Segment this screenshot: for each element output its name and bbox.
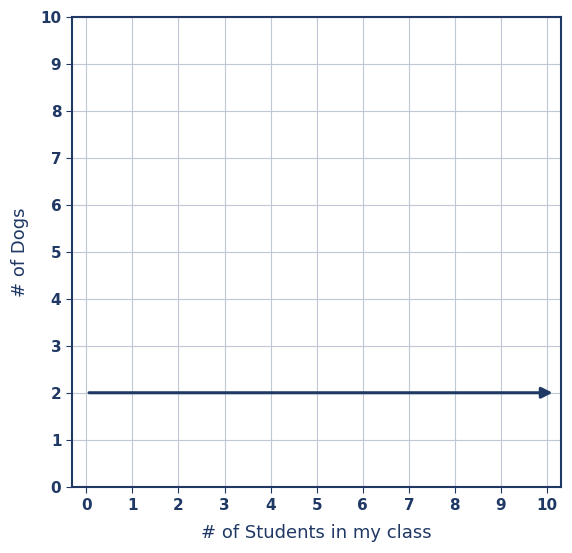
X-axis label: # of Students in my class: # of Students in my class xyxy=(201,524,432,542)
Y-axis label: # of Dogs: # of Dogs xyxy=(11,207,29,296)
